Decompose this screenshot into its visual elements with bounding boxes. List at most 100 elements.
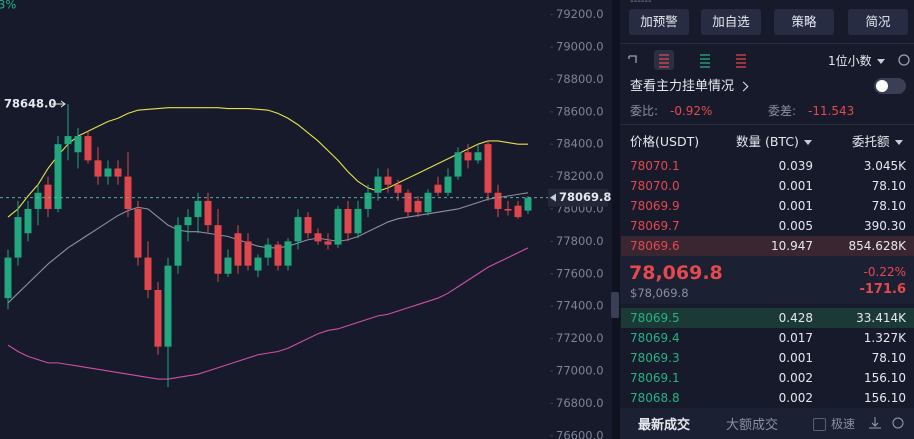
- candle-body: [414, 200, 422, 213]
- candle-body: [4, 257, 12, 299]
- candle-body: [254, 257, 262, 271]
- button[interactable]: 策略: [774, 9, 834, 35]
- y-tick-label: 77600.0: [556, 266, 604, 280]
- button[interactable]: 加预警: [629, 9, 689, 35]
- toggle-knob: [876, 80, 888, 92]
- candle-body: [74, 136, 82, 153]
- y-tick-label: 78800.0: [556, 72, 604, 86]
- bid-row[interactable]: 78069.4 0.017 1.327K: [621, 328, 914, 348]
- ask-row[interactable]: 78070.1 0.039 3.045K: [621, 156, 914, 176]
- settings-icon[interactable]: [898, 54, 910, 66]
- tab-active[interactable]: 最新成交: [638, 418, 691, 433]
- caret: [876, 59, 885, 64]
- bid-row[interactable]: 78069.3 0.001 78.10: [621, 348, 914, 368]
- chevron: [738, 81, 749, 92]
- y-tick-label: 78600.0: [556, 104, 604, 118]
- bid-row[interactable]: 78069.1 0.002 156.10: [621, 368, 914, 388]
- candle-body: [484, 144, 492, 193]
- candle-body: [464, 152, 472, 161]
- icon[interactable]: [628, 55, 637, 63]
- tab[interactable]: 大额成交: [726, 418, 779, 433]
- bid-row[interactable]: 78069.5 0.428 33.414K: [621, 308, 914, 328]
- button[interactable]: 加自选: [701, 9, 761, 35]
- candle-body: [364, 192, 372, 209]
- amount: 33.414K: [856, 311, 906, 325]
- ask-row[interactable]: 78069.6 10.947 854.628K: [621, 236, 914, 256]
- quantity: 0.002: [778, 371, 813, 385]
- quantity: 0.001: [778, 179, 813, 193]
- candle-body: [94, 160, 102, 177]
- button[interactable]: 简况: [848, 9, 908, 35]
- icon[interactable]: [700, 54, 710, 68]
- resize-handle[interactable]: [611, 292, 619, 318]
- candle-body: [24, 208, 32, 234]
- caret: [803, 140, 812, 145]
- amount: 1.327K: [863, 331, 906, 345]
- candle-body: [184, 217, 192, 226]
- candle-body: [164, 265, 172, 347]
- y-tick-label: 78400.0: [556, 137, 604, 151]
- bid-row[interactable]: 78068.8 0.002 156.10: [621, 388, 914, 408]
- icon[interactable]: [869, 417, 881, 429]
- header-price: 价格(USDT): [630, 134, 700, 149]
- y-tick-label: 77800.0: [556, 234, 604, 248]
- high-arrow: [52, 100, 66, 108]
- candle-body: [64, 136, 72, 145]
- header-amount[interactable]: 委托额: [852, 135, 903, 149]
- candle-body: [144, 257, 152, 290]
- ratio: -0.92%: [670, 104, 713, 118]
- price: 78070.1: [630, 159, 680, 173]
- price: 78069.3: [630, 351, 680, 365]
- y-tick-label: 76800.0: [556, 396, 604, 410]
- candle-body: [314, 233, 322, 242]
- candle-body: [294, 217, 302, 242]
- candle-body: [244, 241, 252, 266]
- main-orders-link[interactable]: 查看主力挂单情况: [630, 80, 749, 93]
- candle-body: [444, 176, 452, 193]
- quantity: 10.947: [771, 239, 813, 253]
- candle-body: [224, 257, 232, 274]
- separator: [620, 43, 914, 44]
- y-tick-label: 79200.0: [556, 7, 604, 21]
- toggle[interactable]: [874, 78, 906, 94]
- quantity: 0.001: [778, 199, 813, 213]
- ask-row[interactable]: 78069.7 0.005 390.30: [621, 216, 914, 236]
- last-usd: $78,069.8: [630, 286, 689, 300]
- icon[interactable]: [892, 417, 904, 429]
- last-price-box: [620, 256, 914, 304]
- change-pct: -0.22%: [863, 265, 906, 279]
- ratio-label: 委比:: [630, 104, 659, 118]
- candle-body: [354, 208, 362, 234]
- amount: 78.10: [871, 351, 906, 365]
- icon[interactable]: [736, 54, 746, 68]
- view-icons: [628, 50, 910, 70]
- candle-body: [454, 152, 462, 177]
- candle-body: [384, 176, 392, 185]
- amount: 78.10: [871, 199, 906, 213]
- chart: 3% 79200.0 79000.0 78800.0 78600.0 78400.0 78…: [0, 0, 612, 439]
- header-qty[interactable]: 数量 (BTC): [736, 135, 812, 149]
- tab-icons: [869, 417, 904, 429]
- decimals-select[interactable]: 1位小数: [828, 55, 885, 67]
- band-line: [7, 107, 528, 218]
- ask-row[interactable]: 78069.9 0.001 78.10: [621, 196, 914, 216]
- candle-body: [434, 184, 442, 193]
- ask-row[interactable]: 78070.0 0.001 78.10: [621, 176, 914, 196]
- band-line: [7, 247, 529, 380]
- last-price-tag: [548, 188, 608, 207]
- candle-body: [204, 200, 212, 226]
- corner-text: 3%: [0, 0, 16, 12]
- amount: 390.30: [864, 219, 906, 233]
- candle-body: [34, 192, 42, 209]
- price: 78070.0: [630, 179, 680, 193]
- price: 78069.6: [630, 239, 680, 253]
- last-price-arrow: [550, 193, 556, 202]
- quantity: 0.039: [778, 159, 813, 173]
- price: 78069.7: [630, 219, 680, 233]
- checkbox[interactable]: [813, 418, 826, 431]
- candle-body: [514, 205, 522, 218]
- candle-body: [84, 136, 92, 161]
- candle-body: [504, 208, 512, 211]
- quantity: 0.005: [778, 219, 813, 233]
